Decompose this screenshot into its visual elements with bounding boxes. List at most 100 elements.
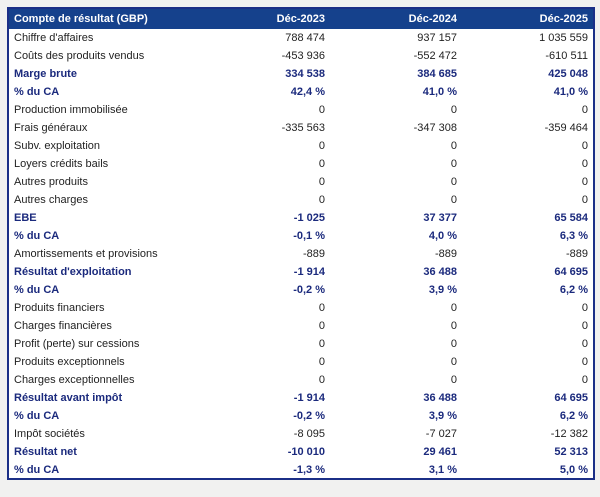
row-value: -889 [302,248,325,260]
row-value: 0 [581,194,588,206]
table-row: Coûts des produits vendus -453 936 -552 47… [8,47,594,65]
row-label: % du CA [14,410,60,422]
column-header-dec-2023: Déc-2023 [198,8,330,30]
row-value: 0 [581,104,588,116]
row-label: % du CA [14,284,60,296]
row-label: Résultat d'exploitation [14,266,132,278]
column-header-dec-2025: Déc-2025 [462,8,594,30]
row-value: 0 [450,374,457,386]
row-value: 1 035 559 [539,32,588,45]
table-row: Amortissements et provisions -889 -889 -889 [8,245,594,263]
row-label: Résultat net [14,446,77,458]
row-label: Charges financières [14,320,112,332]
row-value: 0 [318,374,325,386]
row-value: 64 695 [554,392,588,404]
row-value: -889 [434,248,457,260]
row-value: -8 095 [293,428,325,440]
row-value: 0 [318,356,325,368]
row-value: 937 157 [417,32,457,45]
row-value: -1 914 [293,266,325,278]
row-value: 29 461 [423,446,457,458]
row-value: 0 [318,320,325,332]
row-label: Production immobilisée [14,104,128,116]
row-value: 4,0 % [428,230,457,242]
row-value: -12 382 [550,428,588,440]
row-value: -889 [565,248,588,260]
row-label: Résultat avant impôt [14,392,123,404]
row-value: 0 [450,302,457,314]
row-value: 6,2 % [559,284,588,296]
table-row: Produits financiers 0 0 0 [8,299,594,317]
row-value: 0 [450,140,457,152]
row-value: 3,9 % [428,410,457,422]
row-label: Autres produits [14,176,88,188]
table-row: Résultat avant impôt -1 914 36 488 64 695 [8,389,594,407]
row-label: Loyers crédits bails [14,158,109,170]
row-label: Autres charges [14,194,88,206]
row-value: 0 [318,158,325,170]
row-label: EBE [14,212,37,224]
row-value: 65 584 [554,212,588,224]
row-value: 0 [581,158,588,170]
income-statement-table: Compte de résultat (GBP) Déc-2023 Déc-20… [7,7,595,480]
table-row: Subv. exploitation 0 0 0 [8,137,594,155]
table-row: Chiffre d'affaires 788 474 937 157 1 035 55… [8,29,594,47]
table-header: Compte de résultat (GBP) Déc-2023 Déc-20… [8,8,594,30]
row-value: 36 488 [423,266,457,278]
row-value: -610 511 [545,50,588,62]
row-label: Coûts des produits vendus [14,50,145,62]
table-row: % du CA -0,2 % 3,9 % 6,2 % [8,281,594,299]
row-label: Produits exceptionnels [14,356,125,368]
row-value: 0 [318,194,325,206]
row-label: Chiffre d'affaires [14,32,94,45]
row-value: 6,2 % [559,410,588,422]
table-row: % du CA 42,4 % 41,0 % 41,0 % [8,83,594,101]
row-value: 6,3 % [559,230,588,242]
row-label: Produits financiers [14,302,105,314]
row-value: 41,0 % [553,86,588,98]
row-value: -0,2 % [293,410,325,422]
row-value: -1 914 [293,392,325,404]
table-row: Résultat net -10 010 29 461 52 313 [8,443,594,461]
row-value: 0 [581,320,588,332]
row-value: 0 [318,338,325,350]
row-label: % du CA [14,230,60,242]
table-row: % du CA -0,2 % 3,9 % 6,2 % [8,407,594,425]
row-value: 3,1 % [428,463,457,476]
row-label: Profit (perte) sur cessions [14,338,140,350]
row-value: -10 010 [287,446,325,458]
row-value: 37 377 [423,212,457,224]
row-value: -347 308 [413,122,457,134]
row-value: 0 [581,338,588,350]
row-label: % du CA [14,463,60,476]
row-value: 52 313 [554,446,588,458]
table-row: Charges financières 0 0 0 [8,317,594,335]
table-row: Autres charges 0 0 0 [8,191,594,209]
table-title: Compte de résultat (GBP) [8,8,198,30]
row-value: 0 [581,140,588,152]
row-value: 0 [450,338,457,350]
table-row: Autres produits 0 0 0 [8,173,594,191]
row-value: 0 [581,176,588,188]
row-value: 0 [450,104,457,116]
row-value: -359 464 [544,122,588,134]
table-row: Loyers crédits bails 0 0 0 [8,155,594,173]
row-value: 0 [450,194,457,206]
row-value: 0 [581,356,588,368]
row-value: 425 048 [548,68,588,80]
row-label: Marge brute [14,68,77,80]
row-label: Frais généraux [14,122,88,134]
table-row: % du CA -1,3 % 3,1 % 5,0 % [8,461,594,479]
table-row: EBE -1 025 37 377 65 584 [8,209,594,227]
table-row: Frais généraux -335 563 -347 308 -359 464 [8,119,594,137]
row-label: Charges exceptionnelles [14,374,135,386]
row-value: 0 [318,104,325,116]
row-value: 0 [450,320,457,332]
row-value: 0 [450,356,457,368]
row-label: % du CA [14,86,60,98]
row-value: 3,9 % [428,284,457,296]
table-row: Profit (perte) sur cessions 0 0 0 [8,335,594,353]
row-value: -335 563 [281,122,325,134]
table-row: Produits exceptionnels 0 0 0 [8,353,594,371]
row-value: -552 472 [413,50,457,62]
